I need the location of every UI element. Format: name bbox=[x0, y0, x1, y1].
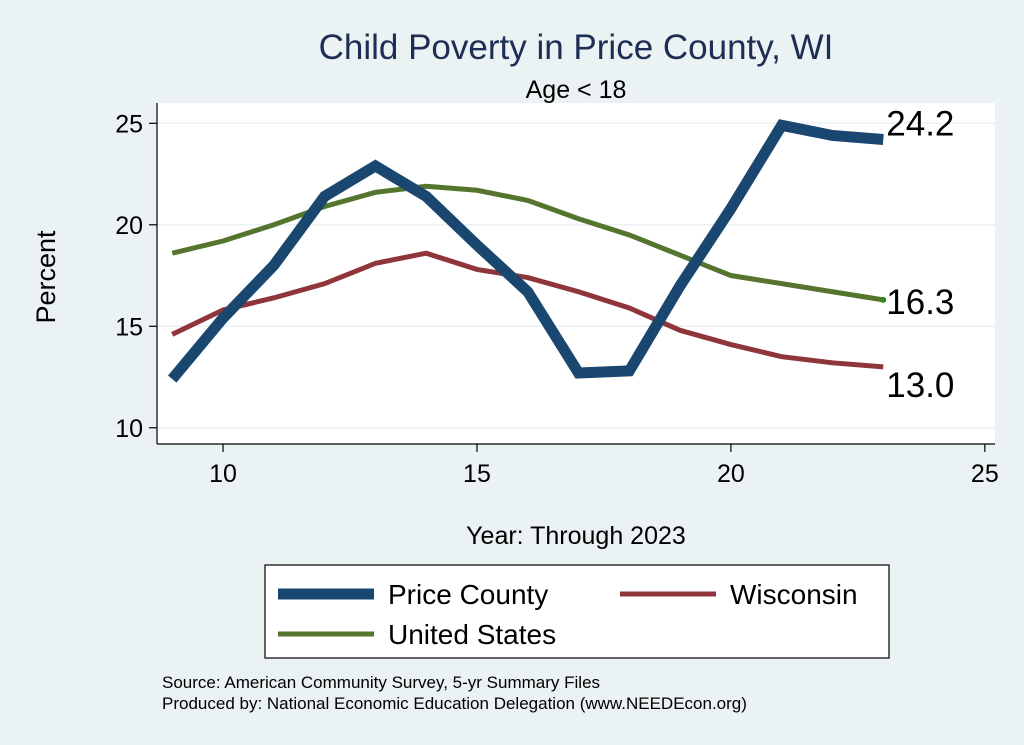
end-label-price-county: 24.2 bbox=[886, 105, 954, 144]
y-tick-label: 10 bbox=[115, 415, 143, 443]
chart-title: Child Poverty in Price County, WI bbox=[319, 28, 834, 67]
x-tick-label: 15 bbox=[463, 460, 491, 488]
series-line-wisconsin bbox=[171, 250, 884, 370]
grid-lines bbox=[157, 122, 995, 429]
legend-label: Wisconsin bbox=[730, 579, 858, 610]
end-labels: 24.2 13.0 16.3 bbox=[880, 105, 954, 405]
legend: Price County Wisconsin United States bbox=[278, 579, 858, 650]
y-axis-ticks: 10 15 20 25 bbox=[115, 110, 157, 443]
y-axis-label: Percent bbox=[31, 230, 61, 324]
legend-label: United States bbox=[388, 619, 556, 650]
produced-by-note: Produced by: National Economic Education… bbox=[162, 694, 747, 713]
x-tick-label: 25 bbox=[971, 460, 999, 488]
series-line-price-county bbox=[168, 119, 884, 383]
series-line-united-states bbox=[171, 183, 884, 303]
end-point-marker bbox=[880, 296, 887, 303]
plot-area bbox=[157, 103, 995, 444]
x-axis-ticks: 10 15 20 25 bbox=[209, 444, 999, 488]
end-label-united-states: 16.3 bbox=[886, 283, 954, 322]
y-tick-label: 25 bbox=[115, 110, 143, 138]
end-label-wisconsin: 13.0 bbox=[886, 366, 954, 405]
x-tick-label: 20 bbox=[717, 460, 745, 488]
y-tick-label: 15 bbox=[115, 313, 143, 341]
source-note: Source: American Community Survey, 5-yr … bbox=[162, 673, 600, 692]
x-axis-label: Year: Through 2023 bbox=[466, 522, 686, 550]
series-layer bbox=[168, 119, 884, 383]
legend-box bbox=[264, 564, 890, 659]
y-tick-label: 20 bbox=[115, 212, 143, 240]
x-tick-label: 10 bbox=[209, 460, 237, 488]
chart-subtitle: Age < 18 bbox=[526, 76, 627, 104]
legend-label: Price County bbox=[388, 579, 548, 610]
